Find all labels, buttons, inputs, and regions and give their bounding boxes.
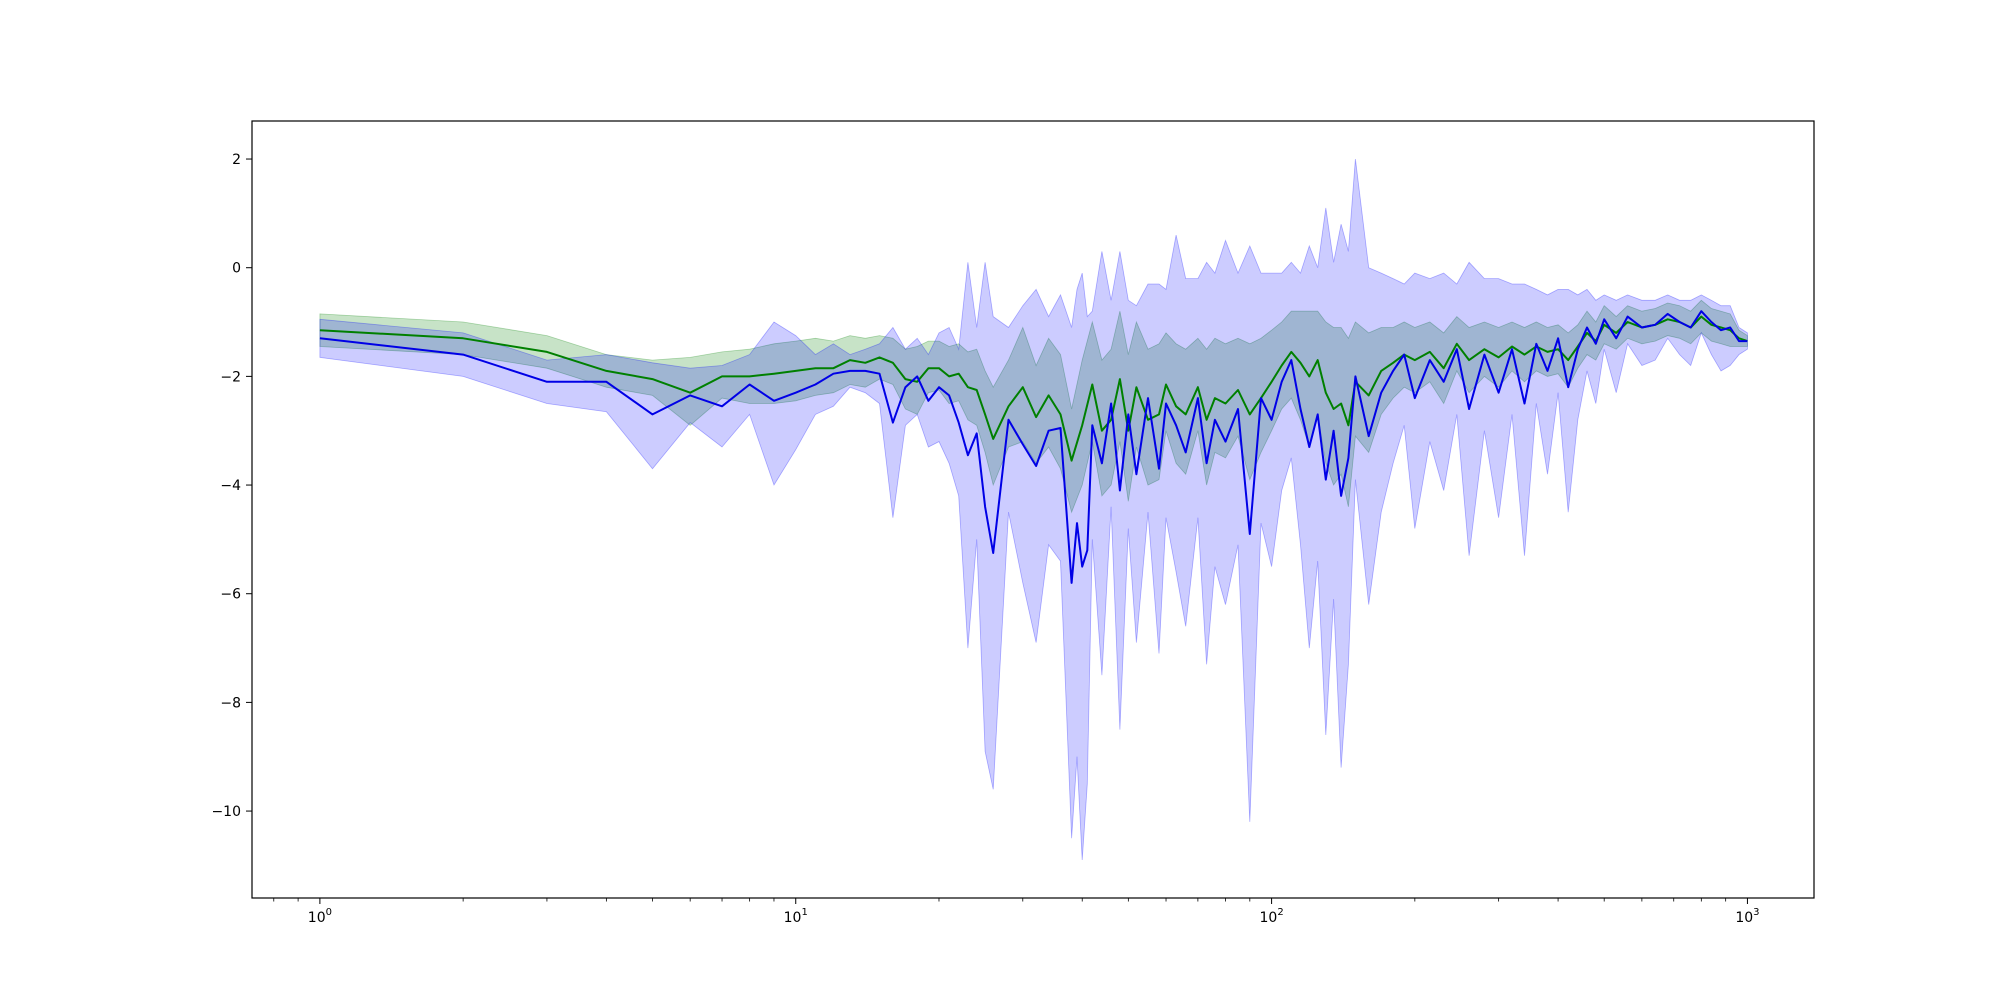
x-tick-label: 101 [784,907,808,926]
y-tick-label: 2 [232,152,241,168]
y-tick-label: −6 [220,587,241,603]
series-lines [319,310,1748,584]
y-tick-label: −4 [220,478,241,494]
y-axis: 2 0 −2 −4 −6 −8 −10 [211,152,252,820]
y-tick-label: −8 [220,695,241,711]
x-tick-label: 103 [1735,907,1759,926]
line-series-2 [319,310,1748,584]
confidence-bands [319,158,1748,861]
x-tick-label: 100 [308,907,332,926]
y-tick-label: 0 [232,261,241,277]
y-tick-label: −2 [220,369,241,385]
y-tick-label: −10 [211,804,241,820]
band-series-2 [319,158,1748,861]
x-axis: 100 101 102 103 [273,898,1760,926]
plot-frame [251,120,1815,899]
band-series-1 [319,299,1748,514]
x-tick-label: 102 [1259,907,1283,926]
